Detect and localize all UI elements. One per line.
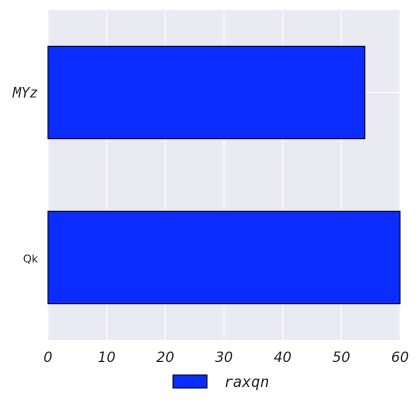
bar-myz — [47, 45, 366, 140]
x-tick-labels: 0 10 20 30 40 50 60 — [44, 350, 409, 366]
x-tick-label: 10 — [98, 350, 116, 366]
x-tick-label: 30 — [215, 350, 233, 366]
x-tick-label: 50 — [332, 350, 350, 366]
y-tick-label: MYz — [12, 86, 38, 102]
legend-label: raxqn — [224, 373, 269, 391]
x-tick-label: 0 — [44, 350, 53, 366]
x-tick-label: 20 — [156, 350, 174, 366]
legend-swatch — [172, 374, 208, 389]
y-tick-label: Qk — [23, 253, 39, 266]
y-tick-labels: MYz Qk — [12, 86, 39, 266]
bar-qk — [47, 210, 401, 305]
x-tick-label: 40 — [274, 350, 292, 366]
x-tick-label: 60 — [391, 350, 409, 366]
legend: raxqn — [172, 373, 269, 391]
bars — [47, 45, 401, 305]
